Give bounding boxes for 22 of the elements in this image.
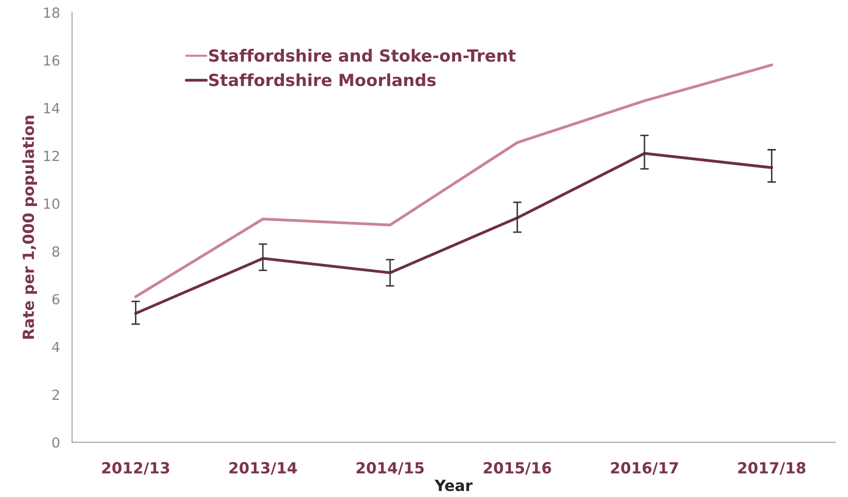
y-tick-label: 6 xyxy=(52,294,60,305)
y-tick-label: 8 xyxy=(52,246,60,257)
x-tick-label: 2013/14 xyxy=(229,462,297,475)
legend-label: Staffordshire and Stoke-on-Trent xyxy=(209,48,516,62)
x-tick-label: 2016/17 xyxy=(611,462,678,475)
x-axis-title: Year xyxy=(434,480,473,492)
y-tick-label: 16 xyxy=(44,55,60,66)
y-axis-title: Rate per 1,000 population xyxy=(22,116,38,339)
line-series xyxy=(134,64,774,298)
x-tick-label: 2017/18 xyxy=(738,462,806,475)
x-tick-label: 2014/15 xyxy=(356,462,424,475)
y-tick-label: 4 xyxy=(52,342,60,352)
x-tick-label: 2012/13 xyxy=(102,462,170,475)
y-tick-label: 10 xyxy=(44,198,60,209)
y-tick-label: 0 xyxy=(52,437,60,448)
x-tick-label: 2015/16 xyxy=(484,462,552,475)
y-tick-label: 14 xyxy=(44,103,60,114)
line-series xyxy=(134,152,774,315)
y-tick-label: 18 xyxy=(44,7,60,18)
y-tick-label: 2 xyxy=(52,390,59,400)
legend-label: Staffordshire Moorlands xyxy=(209,73,436,86)
y-tick-label: 12 xyxy=(44,150,59,162)
